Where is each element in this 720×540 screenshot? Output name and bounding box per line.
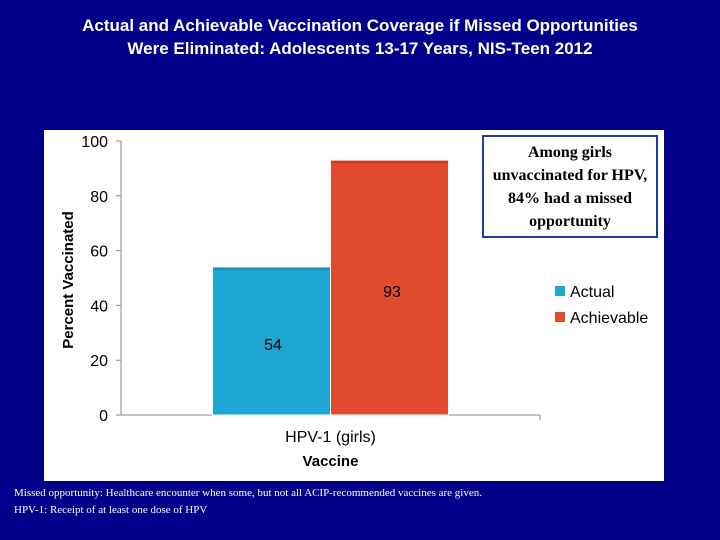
bar-actual [212,266,331,416]
slide-title-line-2: Were Eliminated: Adolescents 13-17 Years… [127,39,593,58]
y-tick-label: 40 [90,298,108,315]
y-axis-title: Percent Vaccinated [60,211,77,349]
y-tick-label: 60 [90,244,108,261]
slide-title: Actual and Achievable Vaccination Covera… [0,14,720,60]
bar-achievable [330,159,449,416]
y-tick-label: 0 [99,408,108,425]
y-tick-label: 80 [90,189,108,206]
bar-top-shade [212,267,331,271]
data-label: 93 [383,284,401,301]
footnote-missed-opportunity: Missed opportunity: Healthcare encounter… [14,487,482,499]
x-tick-label: HPV-1 (girls) [285,429,376,446]
y-tick-label: 100 [81,134,108,151]
chart-panel: 0 20 40 60 80 100 HPV-1 (girls) 54 93 Vaccine Perc… [44,130,664,481]
bar-chart: 0 20 40 60 80 100 HPV-1 (girls) 54 93 Vaccine Perc… [60,134,648,470]
callout-box: Among girls unvaccinated for HPV, 84% ha… [482,135,658,238]
bar-top-shade [330,160,449,164]
slide-title-line-1: Actual and Achievable Vaccination Covera… [82,16,638,35]
y-tick-label: 20 [90,353,108,370]
legend-label-achievable: Achievable [570,310,648,327]
data-label: 54 [264,337,282,354]
legend-label-actual: Actual [570,284,614,301]
x-axis-title: Vaccine [303,453,359,470]
legend-swatch-actual [555,286,565,296]
legend-swatch-achievable [555,312,565,322]
footnote-hpv-1: HPV-1: Receipt of at least one dose of H… [14,504,208,516]
